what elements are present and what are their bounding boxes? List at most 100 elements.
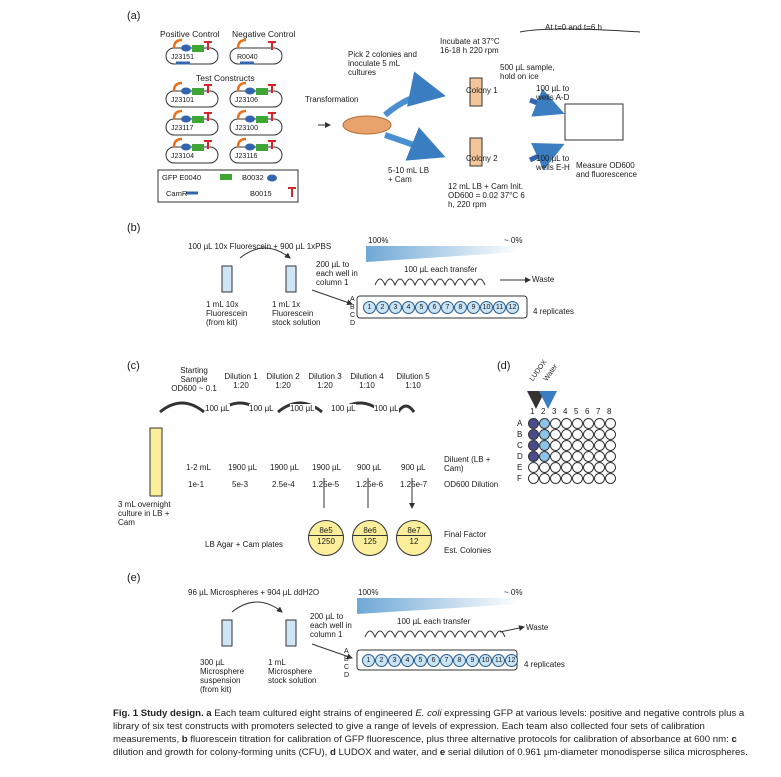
plate-circle: 8e5 1250: [308, 520, 344, 556]
column-number: 4: [563, 407, 568, 416]
plate-well: [572, 418, 583, 429]
plate-well: [572, 451, 583, 462]
plates-label: LB Agar + Cam plates: [205, 540, 284, 549]
column-number: 5: [574, 407, 579, 416]
construct-label: J23116: [235, 153, 258, 160]
row-letter: A: [517, 419, 523, 428]
plate-well: [594, 429, 605, 440]
well: 8: [453, 654, 466, 667]
colony2-label: Colony 2: [466, 154, 498, 163]
panel-label-a: (a): [127, 10, 141, 22]
starting-sample-label: Starting Sample OD600 ~ 0.1: [171, 366, 217, 393]
well: 6: [428, 301, 441, 314]
est-colonies-label: Est. Colonies: [444, 546, 492, 555]
well: 7: [440, 654, 453, 667]
caption-b: b: [181, 734, 188, 745]
plate-well: [605, 429, 616, 440]
construct-label: J23100: [235, 125, 258, 132]
well: 5: [415, 301, 428, 314]
well: 10: [480, 301, 493, 314]
pct-low-label: ~ 0%: [504, 236, 523, 245]
well: 11: [493, 301, 506, 314]
transfer-label: 100 µL: [374, 404, 399, 413]
plate-well: [539, 418, 550, 429]
each-transfer-label: 100 µL each transfer: [397, 617, 471, 626]
panel-label-e: (e): [127, 572, 141, 584]
final-factor-label: Final Factor: [444, 530, 487, 539]
plate-well: [594, 440, 605, 451]
row-letter: D: [517, 452, 523, 461]
tube1-label: 1 mL 10x Fluorescein (from kit): [206, 300, 248, 327]
caption-e: e: [439, 747, 446, 758]
caption-text: dilution and growth for colony-forming u…: [113, 747, 331, 758]
overnight-label: 3 mL overnight culture in LB + Cam: [118, 500, 171, 527]
plate-well: [528, 429, 539, 440]
construct-label: J23117: [171, 125, 194, 132]
plate-well: [605, 473, 616, 484]
colony-value: 125: [363, 537, 377, 546]
volume-label: 1900 µL: [270, 463, 300, 472]
plate-well: [539, 429, 550, 440]
plate-well: [550, 429, 561, 440]
plate-well: [594, 462, 605, 473]
to-col1-label: 200 µL to each well in column 1: [316, 260, 358, 287]
plate-well: [539, 473, 550, 484]
plasmid-parts: [172, 38, 276, 65]
tube2-label: 1 mL 1x Fluorescein stock solution: [272, 300, 321, 327]
negative-control-label: Negative Control: [232, 29, 296, 39]
panel-label-d: (d): [497, 360, 511, 372]
volume-label: 900 µL: [357, 463, 382, 472]
well: 4: [401, 654, 414, 667]
dilute-label: 12 mL LB + Cam Init. OD600 = 0.02 37°C 6…: [448, 182, 525, 209]
dilution-label: Dilution 4 1:10: [350, 372, 384, 390]
sample-label: 500 µL sample, hold on ice: [500, 63, 555, 81]
well: 1: [363, 301, 376, 314]
pos-plasmid-label: J23151: [171, 54, 194, 61]
well: 7: [441, 301, 454, 314]
colony-value: 12: [409, 537, 419, 546]
od-value: 5e-3: [232, 480, 249, 489]
plate-well: [528, 473, 539, 484]
od-dilution-label: OD600 Dilution: [444, 480, 499, 489]
positive-control-label: Positive Control: [160, 29, 220, 39]
well: 12: [505, 654, 518, 667]
well: 12: [506, 301, 519, 314]
well: 10: [479, 654, 492, 667]
well: 11: [492, 654, 505, 667]
caption-lead: Fig. 1 Study design.: [113, 708, 204, 719]
caption-a: a: [206, 708, 212, 719]
plate-well: [572, 473, 583, 484]
pct-high-label: 100%: [368, 236, 389, 245]
column-number: 2: [541, 407, 546, 416]
well: 9: [467, 301, 480, 314]
plate-well: [583, 451, 594, 462]
column-number: 7: [596, 407, 601, 416]
legend-terminator: B0015: [250, 189, 272, 198]
column-number: 3: [552, 407, 557, 416]
plate-well: [528, 418, 539, 429]
plate-well: [561, 440, 572, 451]
panel-label-c: (c): [127, 360, 140, 372]
plate-well: [550, 451, 561, 462]
well: 8: [454, 301, 467, 314]
caption-text: serial dilution of 0.961 µm-diameter mon…: [445, 747, 748, 758]
wells-eh-label: 100 µL to wells E-H: [536, 154, 570, 172]
construct-label: J23106: [235, 97, 258, 104]
plate-well: [572, 429, 583, 440]
pct-high-label: 100%: [358, 588, 379, 597]
plate-well: [561, 429, 572, 440]
transfer-label: 100 µL: [290, 404, 315, 413]
plate-circle: 8e7 12: [396, 520, 432, 556]
well: 9: [466, 654, 479, 667]
dilution-label: Dilution 5 1:10: [396, 372, 430, 390]
caption-text: Each team cultured eight strains of engi…: [211, 708, 416, 719]
construct-label: J23101: [171, 97, 194, 104]
lb-cam-label: 5-10 mL LB + Cam: [388, 166, 430, 184]
row-letters: A B C D: [344, 648, 350, 679]
dilution-label: Dilution 1 1:20: [224, 372, 258, 390]
well: 5: [414, 654, 427, 667]
od-value: 1.25e-5: [312, 480, 340, 489]
factor-value: 8e5: [309, 521, 343, 536]
plate-well: [561, 451, 572, 462]
plate-well: [572, 440, 583, 451]
